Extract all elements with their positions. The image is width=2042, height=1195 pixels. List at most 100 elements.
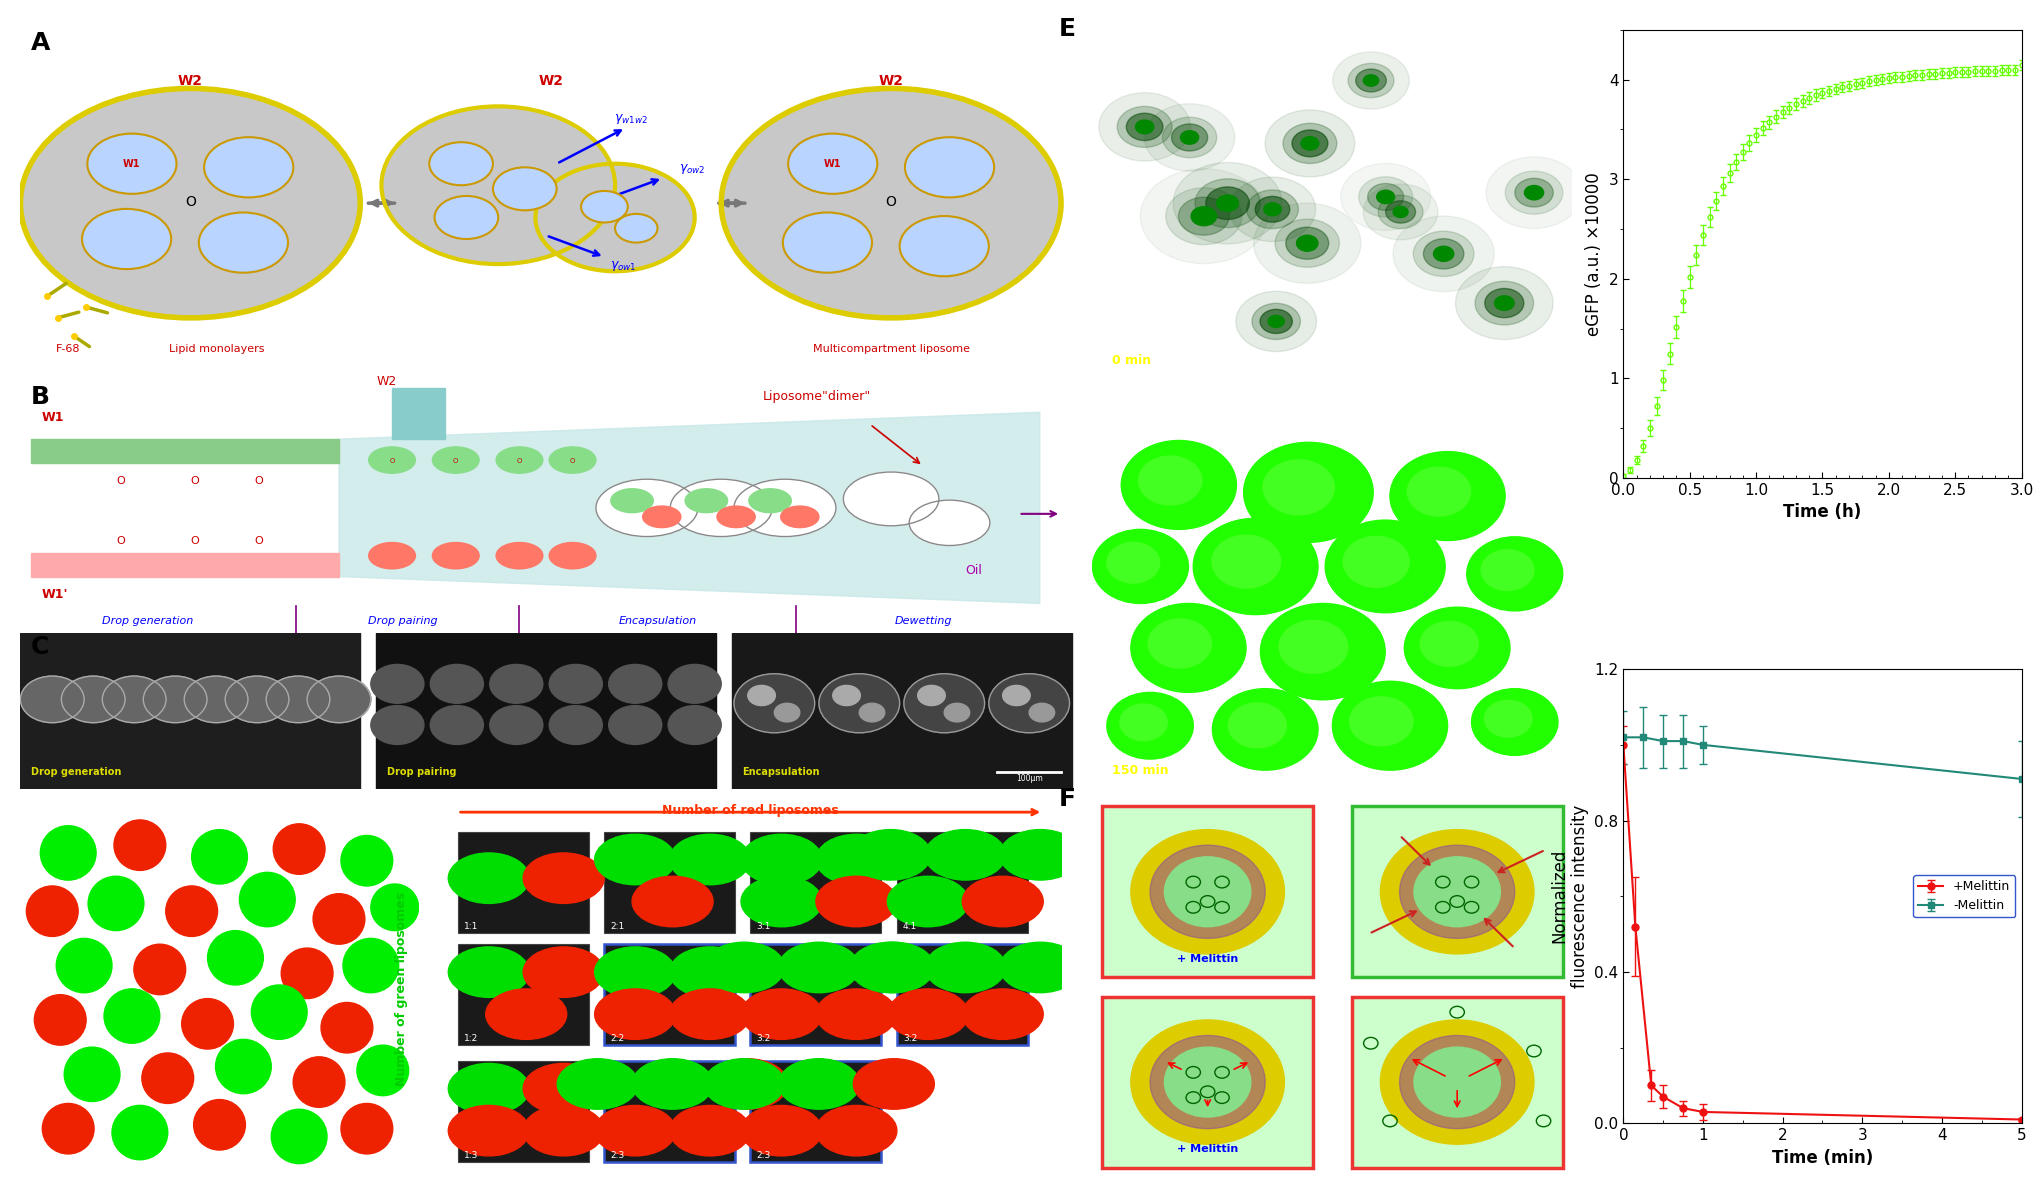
Circle shape [1235,292,1317,351]
Circle shape [557,1059,639,1109]
Circle shape [594,946,676,998]
Circle shape [609,705,662,744]
Circle shape [1099,93,1190,161]
Circle shape [917,686,945,705]
Circle shape [1380,829,1534,954]
Circle shape [1407,467,1470,516]
Text: 3:2: 3:2 [758,1034,772,1043]
Circle shape [909,500,990,545]
FancyBboxPatch shape [1352,997,1562,1168]
Circle shape [382,106,615,264]
Text: W2: W2 [878,74,905,88]
Text: Multicompartment liposome: Multicompartment liposome [813,344,970,354]
Circle shape [943,703,970,722]
Circle shape [854,942,935,993]
Text: Encapsulation: Encapsulation [743,767,821,777]
Circle shape [1487,157,1583,228]
Circle shape [549,543,596,569]
Bar [604,832,735,932]
Circle shape [860,703,884,722]
Circle shape [102,676,165,723]
Circle shape [357,1046,408,1096]
Legend: +Melittin, -Melittin: +Melittin, -Melittin [1913,875,2015,918]
Text: D: D [25,798,45,822]
Circle shape [449,946,529,998]
Circle shape [1480,550,1534,590]
Circle shape [594,1105,676,1156]
Circle shape [1413,231,1474,276]
Circle shape [721,88,1062,318]
Circle shape [1244,442,1372,543]
Circle shape [596,479,698,537]
Text: W2: W2 [539,74,564,88]
Circle shape [208,931,263,985]
Text: O: O [453,458,459,465]
Circle shape [733,479,835,537]
Circle shape [1380,1019,1534,1145]
Bar [751,1061,882,1162]
Circle shape [341,835,392,885]
Text: O: O [186,195,196,209]
Circle shape [1293,130,1327,157]
Circle shape [1164,857,1252,927]
Circle shape [988,674,1070,733]
Text: W1: W1 [41,411,63,424]
Circle shape [1456,266,1554,339]
Circle shape [182,999,233,1049]
Circle shape [449,853,529,903]
FancyBboxPatch shape [1352,807,1562,978]
Circle shape [135,944,186,994]
Circle shape [1266,110,1354,177]
Circle shape [1001,829,1080,880]
Circle shape [819,674,901,733]
Bar [731,633,1072,789]
Circle shape [670,989,751,1040]
Circle shape [817,834,896,884]
Text: 1:2: 1:2 [464,1034,478,1043]
Circle shape [1358,177,1413,217]
Circle shape [594,834,676,884]
Text: 3:1: 3:1 [758,921,772,931]
Circle shape [582,191,627,222]
Circle shape [63,1047,120,1102]
Circle shape [774,703,800,722]
Circle shape [670,479,772,537]
Circle shape [535,164,694,271]
Circle shape [372,664,425,703]
Circle shape [57,938,112,993]
Circle shape [1268,315,1284,327]
Text: 100μm: 100μm [67,1168,102,1177]
Polygon shape [339,412,1039,603]
Circle shape [854,1059,935,1109]
Bar [457,832,588,932]
Circle shape [184,676,247,723]
Circle shape [749,489,792,513]
Circle shape [216,1040,272,1093]
Circle shape [615,214,658,243]
Bar [751,832,882,932]
Y-axis label: eGFP (a.u.) ×10000: eGFP (a.u.) ×10000 [1585,172,1603,336]
Circle shape [61,676,125,723]
Circle shape [523,1064,604,1114]
Circle shape [905,674,984,733]
Circle shape [82,209,172,269]
Bar [896,832,1027,932]
Circle shape [704,1059,784,1109]
Circle shape [1278,620,1348,673]
Circle shape [1229,177,1315,241]
Circle shape [143,676,206,723]
Circle shape [1399,845,1515,938]
Circle shape [1107,543,1160,583]
Bar [376,633,717,789]
Circle shape [429,142,492,185]
Circle shape [686,489,727,513]
Circle shape [1282,123,1338,164]
Text: O: O [570,458,576,465]
Circle shape [490,664,543,703]
Circle shape [523,946,604,998]
Circle shape [372,705,425,744]
Circle shape [670,834,751,884]
Circle shape [1229,703,1286,748]
Circle shape [717,507,756,528]
Circle shape [741,1105,823,1156]
